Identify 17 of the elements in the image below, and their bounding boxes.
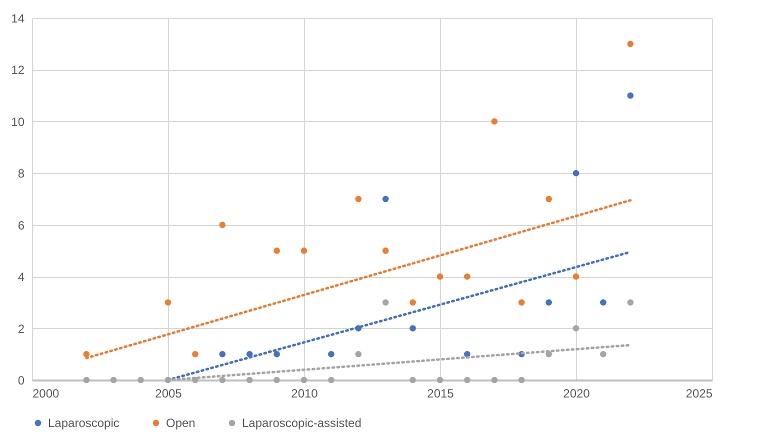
x-tick-label: 2025 [686,386,713,400]
y-tick-label: 12 [11,63,25,78]
y-tick-label: 10 [11,114,25,129]
y-tick-label: 6 [18,218,25,232]
y-tick-label: 8 [18,166,25,181]
x-tick-label: 2000 [32,386,60,400]
x-tick-label: 2010 [291,386,318,400]
x-tick-label: 2015 [427,386,454,400]
y-tick-label: 0 [18,374,25,388]
y-tick-label: 14 [11,12,25,26]
y-tick-label: 2 [18,322,25,336]
y-tick-label: 4 [18,270,25,284]
x-tick-label: 2005 [155,386,182,400]
legend-label: Laparoscopic-assisted [242,416,362,430]
legend-label: Open [166,416,196,430]
x-tick-label: 2020 [563,386,590,400]
legend-label: Laparoscopic [48,416,120,430]
